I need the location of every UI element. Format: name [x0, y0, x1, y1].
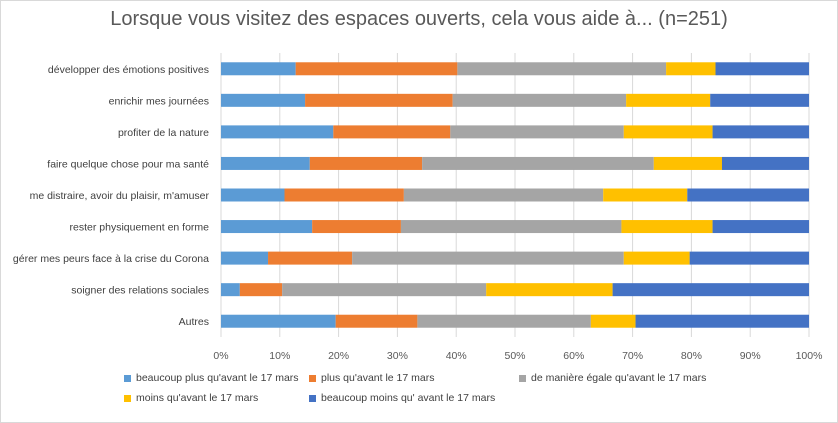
bar-segment	[422, 156, 654, 170]
legend-item: de manière égale qu'avant le 17 mars	[519, 372, 706, 384]
bar-segment	[712, 220, 809, 234]
bar-segment	[221, 251, 269, 265]
bar-segment	[603, 188, 688, 202]
category-label: soigner des relations sociales	[71, 285, 209, 297]
bar-segment	[623, 251, 690, 265]
bar-segment	[335, 314, 418, 328]
bar-segment	[486, 283, 613, 297]
legend-item: plus qu'avant le 17 mars	[309, 372, 435, 384]
bar-segment	[239, 283, 283, 297]
legend-item: beaucoup plus qu'avant le 17 mars	[124, 372, 299, 384]
bar-segment	[221, 156, 310, 170]
bar-segment	[626, 93, 711, 107]
bar-segment	[715, 62, 809, 76]
x-tick-label: 80%	[681, 350, 702, 362]
bar-segment	[282, 283, 487, 297]
legend-swatch	[124, 394, 131, 402]
x-tick-label: 90%	[740, 350, 761, 362]
bar-segment	[309, 156, 423, 170]
x-tick-label: 30%	[387, 350, 408, 362]
bar-segment	[400, 220, 622, 234]
legend-item: moins qu'avant le 17 mars	[124, 392, 258, 404]
bar-segment	[450, 125, 624, 139]
bar-segment	[221, 220, 313, 234]
bar-segment	[689, 251, 809, 265]
x-tick-label: 50%	[504, 350, 525, 362]
bar-segment	[221, 314, 336, 328]
legend-swatch	[519, 374, 526, 382]
bar-segment	[653, 156, 722, 170]
bar-segment	[268, 251, 353, 265]
category-label: Autres	[179, 316, 209, 328]
category-label: développer des émotions positives	[48, 64, 209, 76]
legend-label: plus qu'avant le 17 mars	[321, 372, 435, 384]
bar-segment	[710, 93, 809, 107]
chart-title: Lorsque vous visitez des espaces ouverts…	[110, 8, 728, 30]
legend-swatch	[309, 374, 316, 382]
bar-segment	[305, 93, 453, 107]
legend-label: beaucoup plus qu'avant le 17 mars	[136, 372, 299, 384]
bar-segment	[221, 283, 240, 297]
category-label: faire quelque chose pour ma santé	[47, 158, 209, 170]
legend-swatch	[124, 374, 131, 382]
x-tick-label: 60%	[563, 350, 584, 362]
legend-item: beaucoup moins qu' avant le 17 mars	[309, 392, 495, 404]
bar-segment	[721, 156, 809, 170]
bar-segment	[221, 188, 285, 202]
bar-segment	[221, 125, 334, 139]
x-tick-label: 20%	[328, 350, 349, 362]
x-tick-label: 100%	[796, 350, 823, 362]
bar-segment	[284, 188, 404, 202]
legend-label: beaucoup moins qu' avant le 17 mars	[321, 392, 496, 404]
bar-segment	[403, 188, 604, 202]
bar-segment	[621, 220, 713, 234]
legend-label: de manière égale qu'avant le 17 mars	[531, 372, 707, 384]
bar-segment	[623, 125, 713, 139]
category-label: me distraire, avoir du plaisir, m'amuser	[30, 190, 210, 202]
bar-segment	[666, 62, 716, 76]
bar-segment	[221, 93, 306, 107]
category-label: gérer mes peurs face à la crise du Coron…	[13, 253, 209, 265]
x-tick-label: 40%	[446, 350, 467, 362]
bar-segment	[417, 314, 591, 328]
bar-segment	[457, 62, 667, 76]
bar-segment	[687, 188, 809, 202]
category-label: enrichir mes journées	[109, 95, 209, 107]
bar-segment	[590, 314, 636, 328]
category-label: rester physiquement en forme	[70, 222, 210, 234]
category-label: profiter de la nature	[118, 127, 209, 139]
bar-segment	[312, 220, 401, 234]
legend-swatch	[309, 394, 316, 402]
bar-segment	[295, 62, 458, 76]
bar-segment	[612, 283, 809, 297]
bar-segment	[333, 125, 451, 139]
bar-segment	[452, 93, 627, 107]
bar-segment	[712, 125, 809, 139]
bar-segment	[221, 62, 296, 76]
x-tick-label: 0%	[213, 350, 228, 362]
bar-segment	[635, 314, 809, 328]
legend-label: moins qu'avant le 17 mars	[136, 392, 259, 404]
x-tick-label: 70%	[622, 350, 643, 362]
bar-segment	[352, 251, 624, 265]
x-tick-label: 10%	[269, 350, 290, 362]
